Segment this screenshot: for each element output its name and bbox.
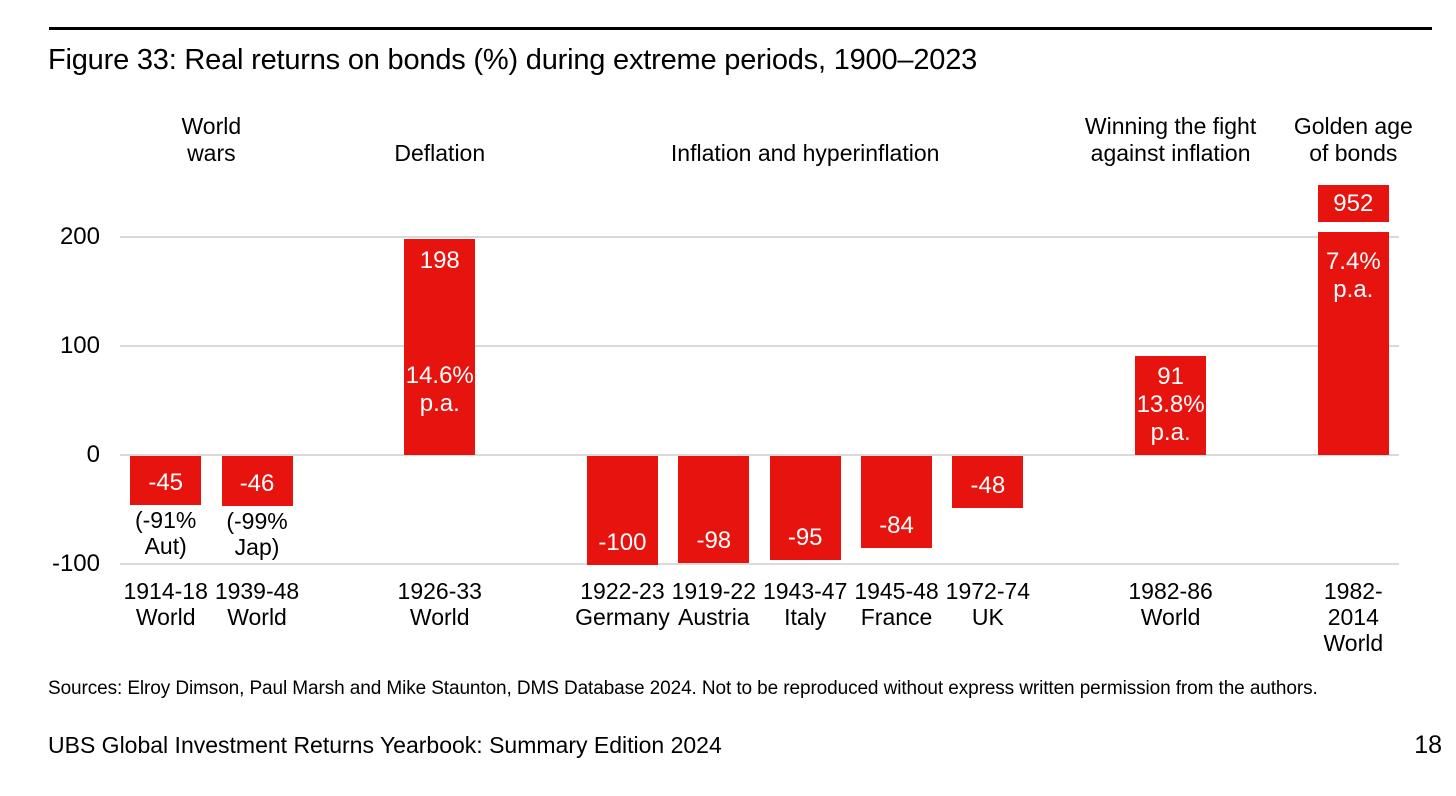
group-header: Winning the fight against inflation [1084, 113, 1257, 166]
y-axis-tick-label: 200 [59, 223, 100, 250]
x-axis-category-label: 1914-18 World [123, 578, 208, 630]
footer-publication-title: UBS Global Investment Returns Yearbook: … [48, 732, 722, 758]
gridline--100 [120, 563, 1399, 565]
bar-footnote-label: (-99% Jap) [226, 508, 288, 561]
x-axis-category-label: 1982- 2014 World [1323, 578, 1384, 656]
bar-total-value-box: 952 [1317, 184, 1389, 222]
bar-1939-48World: -46 [221, 456, 293, 507]
x-axis-category-label: 1972-74 UK [945, 578, 1031, 630]
bar-value-label: -46 [239, 470, 275, 498]
gridline-0 [120, 454, 1399, 456]
bar-1945-48France: -84 [861, 456, 933, 548]
bar-1982-86World: 91 13.8% p.a. [1135, 355, 1207, 455]
gridline-200 [120, 236, 1399, 238]
bar-value-label: -48 [970, 472, 1006, 500]
bar-1919-22Austria: -98 [678, 456, 750, 563]
y-axis-tick-label: -100 [51, 550, 100, 577]
page-number: 18 [1414, 731, 1442, 759]
y-axis-tick-label: 100 [59, 332, 100, 359]
x-axis-category-label: 1922-23 Germany [575, 578, 670, 630]
bar-value-label: -45 [148, 469, 184, 497]
bar-value-label: -84 [879, 511, 914, 539]
top-divider-rule [49, 27, 1432, 30]
bar-1914-18World: -45 [130, 456, 202, 506]
bar-1922-23Germany: -100 [586, 456, 658, 565]
bar-value-label: 91 13.8% p.a. [1136, 363, 1205, 447]
bar-1982-2014World: 7.4% p.a. [1317, 231, 1389, 455]
bar-value-label: -98 [696, 526, 732, 554]
x-axis-category-label: 1926-33 World [397, 578, 482, 630]
bar-return-pa-label: 14.6% p.a. [405, 362, 474, 418]
sources-note: Sources: Elroy Dimson, Paul Marsh and Mi… [48, 678, 1318, 699]
bar-value-label: -100 [598, 529, 647, 556]
bar-footnote-label: (-91% Aut) [134, 507, 197, 560]
gridline-100 [120, 345, 1399, 347]
bar-1943-47Italy: -95 [769, 456, 841, 560]
bar-value-label: 198 [419, 247, 460, 275]
figure-title: Figure 33: Real returns on bonds (%) dur… [48, 44, 978, 76]
x-axis-category-label: 1919-22 Austria [671, 578, 757, 630]
bar-1926-33World: 198 14.6% p.a. [404, 239, 476, 455]
group-header: Deflation [394, 140, 486, 166]
x-axis-category-label: 1945-48 France [854, 578, 939, 630]
x-axis-category-label: 1982-86 World [1128, 578, 1213, 630]
y-axis-tick-label: 0 [86, 441, 100, 468]
bar-value-label: -95 [787, 523, 823, 551]
group-header: Inflation and hyperinflation [670, 140, 940, 166]
bar-return-pa-label: 7.4% p.a. [1325, 247, 1381, 303]
group-header: Golden age of bonds [1293, 113, 1413, 166]
x-axis-category-label: 1943-47 Italy [762, 578, 848, 630]
group-header: World wars [181, 113, 242, 166]
bar-1972-74UK: -48 [952, 456, 1024, 509]
x-axis-category-label: 1939-48 World [214, 578, 300, 630]
